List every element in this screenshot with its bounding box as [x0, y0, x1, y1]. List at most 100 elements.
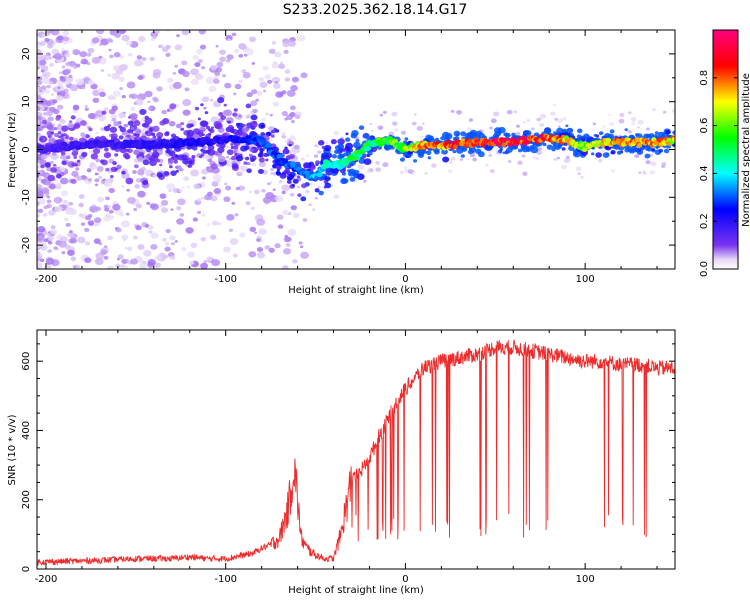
spectrogram-speckle — [399, 170, 405, 175]
spectrogram-speckle — [50, 225, 56, 230]
spectrogram-blob — [133, 120, 141, 127]
spectrogram-speckle — [575, 166, 582, 172]
spectrogram-speckle — [274, 243, 281, 249]
spectrogram-speckle — [219, 49, 226, 55]
spectrogram-speckle — [300, 72, 308, 79]
spectrogram-speckle — [557, 125, 561, 128]
spectrogram-speckle — [526, 118, 531, 123]
spectrogram-blob — [170, 170, 177, 176]
spectrogram-speckle — [102, 115, 107, 119]
spectrogram-speckle — [155, 30, 160, 34]
spectrogram-blob — [265, 158, 269, 162]
spectrogram-speckle — [284, 234, 289, 238]
spectrogram-blob — [80, 120, 87, 126]
spectrogram-blob — [557, 144, 561, 148]
spectrogram-speckle — [44, 37, 50, 43]
spectrogram-blob — [363, 158, 372, 166]
spectrogram-speckle — [37, 187, 42, 193]
spectrogram-blob — [246, 168, 252, 174]
spectrogram-speckle — [41, 85, 47, 90]
spectrogram-speckle — [110, 114, 118, 120]
spectrogram-speckle — [161, 46, 169, 53]
spectrogram-speckle — [292, 212, 300, 219]
spectrogram-speckle — [382, 110, 387, 114]
spectrogram-speckle — [216, 61, 224, 68]
spectrogram-speckle — [642, 170, 646, 173]
spectrogram-speckle — [104, 178, 111, 184]
spectrogram-blob — [127, 129, 132, 134]
spectrogram-speckle — [296, 185, 301, 189]
spectrogram-speckle — [149, 56, 155, 61]
spectrogram-speckle — [80, 58, 88, 65]
spectrogram-speckle — [287, 40, 297, 47]
spectrogram-speckle — [108, 215, 115, 220]
spectrogram-speckle — [242, 72, 251, 79]
spectrogram-blob — [121, 170, 126, 175]
spectrogram-speckle — [100, 127, 105, 131]
spectrogram-speckle — [272, 61, 278, 65]
spectrogram-blob — [318, 190, 324, 196]
spectrogram-speckle — [282, 135, 287, 139]
spectrogram-speckle — [272, 82, 281, 90]
spectrogram-speckle — [106, 265, 115, 269]
spectrogram-blob — [186, 123, 193, 129]
spectrogram-speckle — [62, 30, 70, 36]
spectrogram-speckle — [634, 154, 640, 159]
spectrogram-blob — [144, 117, 153, 125]
spectrogram-speckle — [166, 77, 174, 83]
spectrogram-speckle — [61, 48, 65, 52]
spectrogram-ridge-cell — [276, 153, 283, 159]
spectrogram-ridge-cell — [452, 144, 458, 150]
spectrogram-speckle — [55, 95, 64, 101]
spectrogram-blob — [175, 169, 179, 173]
spectrogram-blob — [367, 150, 373, 156]
spectrogram-speckle — [37, 127, 41, 132]
spectrogram-speckle — [121, 185, 125, 189]
spectrogram-speckle — [111, 118, 117, 122]
spectrogram-blob — [672, 130, 675, 135]
spectrogram-speckle — [211, 220, 219, 226]
spectrogram-speckle — [41, 33, 46, 37]
spectrogram-speckle — [84, 215, 92, 221]
spectrogram-speckle — [172, 81, 182, 90]
spectrogram-blob — [71, 170, 79, 177]
colorbar-tick-label: 0.6 — [699, 118, 710, 134]
spectrogram-speckle — [154, 254, 163, 262]
spectrogram-speckle — [638, 171, 642, 174]
spectrogram-speckle — [411, 121, 417, 126]
spectrogram-speckle — [414, 113, 417, 116]
spectrogram-speckle — [57, 104, 64, 110]
spectrogram-speckle — [201, 96, 210, 103]
spectrogram-speckle — [264, 74, 272, 80]
spectrogram-speckle — [99, 43, 103, 46]
spectrogram-speckle — [238, 185, 246, 191]
spectrogram-speckle — [232, 253, 238, 258]
colorbar: 0.0 0.2 0.4 0.6 0.8 Normalized spectral ampl… — [699, 29, 750, 277]
spectrogram-speckle — [65, 62, 71, 67]
spectrogram-speckle — [281, 111, 288, 117]
spectrogram-speckle — [123, 123, 129, 128]
spectrogram-speckle — [81, 175, 86, 179]
spectrogram-blob — [125, 177, 134, 185]
spectrogram-speckle — [263, 89, 267, 93]
spectrogram-blob — [282, 148, 290, 155]
spectrogram-speckle — [523, 121, 526, 124]
spectrogram-speckle — [49, 62, 55, 67]
spectrogram-speckle — [292, 259, 298, 264]
spectrogram-speckle — [649, 169, 656, 175]
spectrogram-blob — [76, 159, 81, 163]
spectrogram-speckle — [150, 37, 155, 41]
spectrogram-speckle — [127, 246, 133, 252]
spectrogram-speckle — [59, 118, 66, 124]
spectrogram-speckle — [62, 36, 70, 42]
snr-y-label: SNR (10 * v/v) — [7, 414, 18, 485]
spectrogram-speckle — [177, 198, 186, 206]
spectrogram-speckle — [637, 119, 644, 125]
spectrogram-speckle — [241, 69, 247, 74]
spectrogram-blob — [74, 163, 78, 167]
spectrogram-blob — [227, 120, 231, 124]
spectrogram-speckle — [112, 90, 121, 97]
spectrogram-speckle — [40, 258, 45, 263]
spectrogram-speckle — [141, 56, 147, 62]
